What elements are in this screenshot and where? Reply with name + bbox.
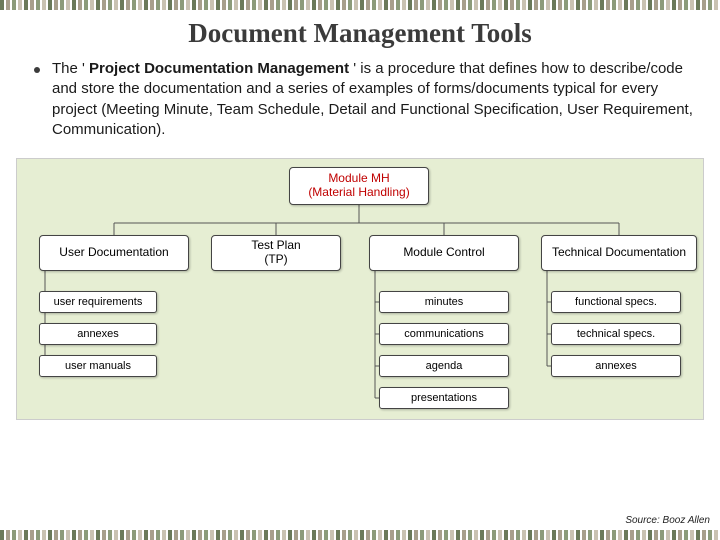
bullet-bold: Project Documentation Management	[89, 60, 349, 77]
root-node: Module MH(Material Handling)	[289, 167, 429, 205]
bullet-prefix: The '	[52, 60, 89, 77]
leaf-node: user requirements	[39, 291, 157, 313]
leaf-node: functional specs.	[551, 291, 681, 313]
source-attribution: Source: Booz Allen	[625, 515, 710, 526]
branch-node: Test Plan(TP)	[211, 235, 341, 271]
bullet-icon	[34, 67, 40, 73]
bullet-text: The ' Project Documentation Management '…	[52, 59, 698, 140]
leaf-node: agenda	[379, 355, 509, 377]
slide-body: Document Management Tools The ' Project …	[0, 10, 720, 530]
leaf-node: annexes	[39, 323, 157, 345]
leaf-node: communications	[379, 323, 509, 345]
leaf-node: technical specs.	[551, 323, 681, 345]
leaf-node: presentations	[379, 387, 509, 409]
bullet-item: The ' Project Documentation Management '…	[22, 59, 698, 140]
leaf-node: annexes	[551, 355, 681, 377]
leaf-node: minutes	[379, 291, 509, 313]
decorative-bottom-border	[0, 530, 720, 540]
branch-node: User Documentation	[39, 235, 189, 271]
decorative-top-border	[0, 0, 720, 10]
branch-node: Technical Documentation	[541, 235, 697, 271]
org-chart-diagram: Module MH(Material Handling) User Documen…	[16, 158, 704, 420]
leaf-node: user manuals	[39, 355, 157, 377]
slide-title: Document Management Tools	[22, 18, 698, 49]
branch-node: Module Control	[369, 235, 519, 271]
